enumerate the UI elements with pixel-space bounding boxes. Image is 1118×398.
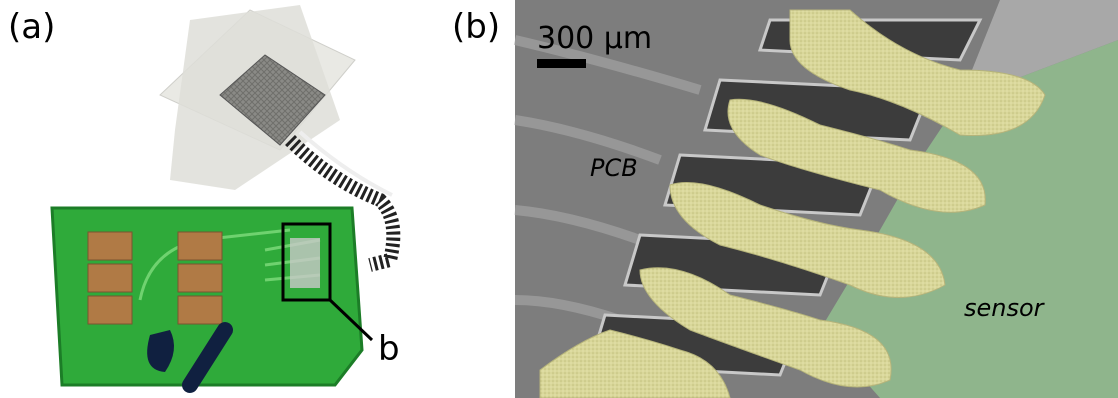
callout-label: b — [378, 329, 400, 369]
annotation: PCB — [590, 154, 638, 182]
pcb — [52, 208, 362, 385]
panel-label: (a) — [8, 7, 55, 47]
sem-image — [515, 0, 1118, 398]
panel-b: (b) — [452, 0, 1118, 398]
scale-bar — [537, 59, 586, 68]
panel-label: (b) — [452, 7, 500, 47]
annotation: sensor — [964, 294, 1046, 322]
page: {"panels": [ {"label": "(a)", "callout":… — [0, 0, 1118, 398]
panel-a: (a) b — [8, 5, 400, 385]
scale-bar-label: 300 µm — [537, 21, 652, 56]
figure: (a) b (b) — [0, 0, 1118, 398]
